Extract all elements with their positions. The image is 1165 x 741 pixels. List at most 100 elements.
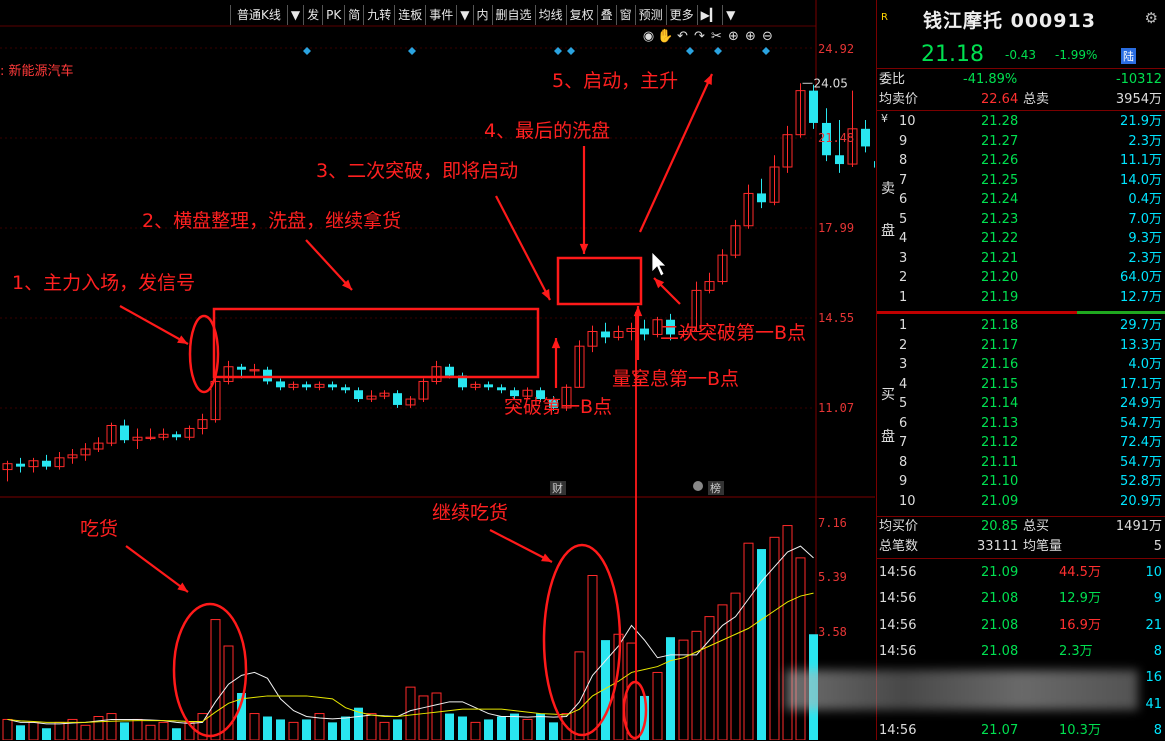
toolbar-item[interactable]: 发 xyxy=(303,4,322,25)
candle-body xyxy=(809,90,818,123)
sell-level-row: 3 21.21 2.3万 xyxy=(877,249,1165,269)
candle-body xyxy=(276,381,285,388)
mouse-cursor-icon xyxy=(651,251,667,277)
buy-level-level: 2 xyxy=(899,337,908,353)
tick-volume: 10.3万 xyxy=(1059,722,1101,738)
toolbar-item[interactable]: 叠 xyxy=(596,4,616,25)
toolbar-item[interactable]: ▼ xyxy=(286,4,303,25)
toolbar-item[interactable]: ▶▎ xyxy=(696,4,722,25)
buy-level-volume: 29.7万 xyxy=(1120,318,1162,333)
toolbar-item[interactable]: 复权 xyxy=(565,4,597,25)
buy-level-price: 21.16 xyxy=(981,357,1019,372)
toolbar-item[interactable]: 窗 xyxy=(615,4,635,25)
candle-body xyxy=(120,425,129,441)
yen-icon: ¥ xyxy=(881,112,888,125)
volume-bar xyxy=(16,725,25,740)
toolbar-item[interactable]: ▼ xyxy=(456,4,472,25)
kline-chart-area[interactable]: 24.05 财榜 普通K线 ▼ 发 PK 简九转 连板 事件 ▼ 内删自选 均线 复权叠窗预测 更多 ▶▎… xyxy=(0,0,875,740)
annotation-consolidation: 2、横盘整理，洗盘，继续拿货 xyxy=(142,210,402,232)
sell-level-volume: 0.4万 xyxy=(1128,192,1162,207)
eye-icon[interactable]: ◉ xyxy=(642,29,655,44)
sell-level-volume: 12.7万 xyxy=(1120,289,1162,305)
toolbar-item[interactable]: 更多 xyxy=(665,4,697,25)
tick-price: 21.09 xyxy=(981,565,1019,580)
sell-level-row: 7 21.25 14.0万 xyxy=(877,171,1165,191)
candle-body xyxy=(158,433,169,438)
candle-body xyxy=(458,375,467,388)
sell-level-level: 6 xyxy=(899,192,908,207)
undo-icon[interactable]: ↶ xyxy=(677,29,688,44)
candle-body xyxy=(769,166,780,203)
candle-body xyxy=(210,380,221,421)
volume-bar xyxy=(626,642,637,740)
toolbar-item[interactable]: 事件 xyxy=(425,4,456,25)
tick-time: 14:56 xyxy=(879,643,917,659)
candle-body xyxy=(223,366,234,382)
sell-level-volume: 21.9万 xyxy=(1120,114,1162,129)
volume-ma10-line xyxy=(7,592,814,723)
zoom-in-icon[interactable]: ⊕ xyxy=(728,29,739,44)
tick-time: 14:56 xyxy=(879,591,917,607)
avg-buy-price: 20.85 xyxy=(981,519,1019,534)
volume-bar xyxy=(678,639,689,740)
toolbar-item[interactable]: ▼ xyxy=(722,4,738,25)
candle-body xyxy=(314,383,325,388)
buy-level-price: 21.14 xyxy=(981,396,1019,411)
volume-bar xyxy=(106,713,117,740)
sell-level-row: 1 21.19 12.7万 xyxy=(877,288,1165,308)
toolbar-item[interactable]: PK xyxy=(322,4,344,25)
toolbar-item[interactable]: 普通K线 xyxy=(230,4,287,25)
candle-body xyxy=(743,192,754,227)
volume-bar xyxy=(769,536,780,740)
tick-count: 9 xyxy=(1153,591,1162,607)
buy-level-level: 9 xyxy=(899,474,908,489)
arrow-entry-signal-head xyxy=(177,335,188,344)
toolbar-item[interactable]: 删自选 xyxy=(491,4,535,25)
candle-body xyxy=(717,254,728,283)
sell-level-level: 5 xyxy=(899,211,908,227)
highlight-box-consolidation xyxy=(212,307,540,379)
toolbar-item[interactable]: 均线 xyxy=(534,4,566,25)
volume-bar xyxy=(276,719,285,740)
volume-bar xyxy=(549,722,558,740)
scissors-icon[interactable]: ✂ xyxy=(711,29,722,44)
tick-row: 14:56 21.07 10.3万 8 xyxy=(877,721,1165,741)
volume-bar xyxy=(405,686,416,740)
volume-bar xyxy=(782,525,793,740)
arrow-launch xyxy=(638,73,714,233)
toolbar-item[interactable]: 九转 xyxy=(363,4,394,25)
gear-icon[interactable]: ⚙ xyxy=(1144,9,1158,27)
tick-count: 41 xyxy=(1145,696,1162,712)
candle-body xyxy=(522,389,533,397)
toolbar-item[interactable]: 连板 xyxy=(394,4,425,25)
candle-body xyxy=(263,369,272,382)
zoom-out-icon[interactable]: ⊖ xyxy=(762,29,773,44)
event-diamond xyxy=(762,47,770,55)
toolbar-item[interactable]: 内 xyxy=(472,4,492,25)
redo-icon[interactable]: ↷ xyxy=(694,29,705,44)
tick-volume: 12.9万 xyxy=(1059,591,1101,607)
volume-bar xyxy=(132,718,143,740)
toolbar-item[interactable]: 预测 xyxy=(634,4,666,25)
candle-body xyxy=(132,436,143,441)
stock-name: 钱江摩托 000913 xyxy=(923,10,1096,32)
zoom-plus-icon[interactable]: ⊕ xyxy=(745,29,756,44)
buy-level-price: 21.15 xyxy=(981,376,1019,392)
toolbar-item[interactable]: 简 xyxy=(344,4,363,25)
annotation-second-breakout: 3、二次突破，即将启动 xyxy=(316,160,519,182)
kline-chart-svg[interactable]: 24.05 财 榜 xyxy=(0,0,875,740)
arrow-entry-signal xyxy=(119,305,189,345)
volume-bar xyxy=(28,721,39,740)
buy-side-label: 盘 xyxy=(881,429,895,445)
arrow-keep-accumulating xyxy=(489,529,553,563)
candle-body xyxy=(54,457,65,468)
volume-bar xyxy=(223,645,234,740)
sell-level-volume: 9.3万 xyxy=(1128,231,1162,246)
volume-bar xyxy=(93,716,104,740)
sell-level-price: 21.28 xyxy=(981,114,1019,129)
volume-bar xyxy=(484,719,493,740)
candle-body xyxy=(197,419,208,429)
hand-icon[interactable]: ✋ xyxy=(657,29,674,44)
candle-body xyxy=(328,384,337,388)
candle-body xyxy=(106,425,117,444)
